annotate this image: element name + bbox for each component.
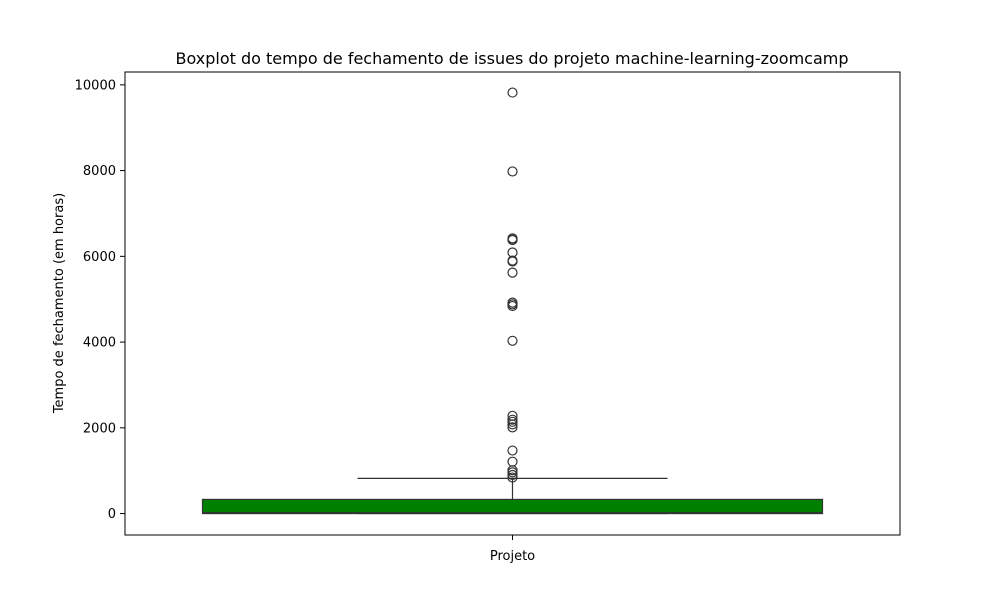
outlier-point [507, 416, 518, 427]
y-axis: 0 2000 4000 6000 8000 10000 [75, 78, 125, 522]
y-tick-label: 6000 [83, 250, 116, 265]
outlier-point [507, 87, 518, 98]
outlier-point [507, 166, 518, 177]
outlier-point [507, 234, 518, 246]
outlier-point [507, 472, 518, 483]
y-tick-label: 2000 [83, 421, 116, 436]
box-group [201, 477, 824, 515]
x-tick-label: Projeto [490, 549, 535, 564]
outlier-point [507, 335, 518, 346]
y-axis-label: Tempo de fechamento (em horas) [52, 193, 67, 414]
chart-title: Boxplot do tempo de fechamento de issues… [175, 49, 848, 68]
box-iqr [201, 498, 824, 515]
outlier-point [507, 419, 518, 430]
y-tick-label: 4000 [83, 336, 116, 351]
y-tick-label: 0 [108, 507, 116, 522]
outlier-point [507, 267, 518, 278]
outlier-point [507, 445, 518, 456]
outlier-point [507, 300, 518, 312]
outlier-point [507, 422, 518, 433]
outlier-point [507, 469, 518, 481]
outlier-points [507, 87, 518, 483]
x-axis: Projeto [490, 535, 535, 564]
y-tick-label: 8000 [83, 164, 116, 179]
outlier-point [507, 467, 518, 478]
outlier-point [507, 456, 518, 467]
outlier-point [507, 256, 518, 267]
y-tick-label: 10000 [75, 78, 116, 93]
